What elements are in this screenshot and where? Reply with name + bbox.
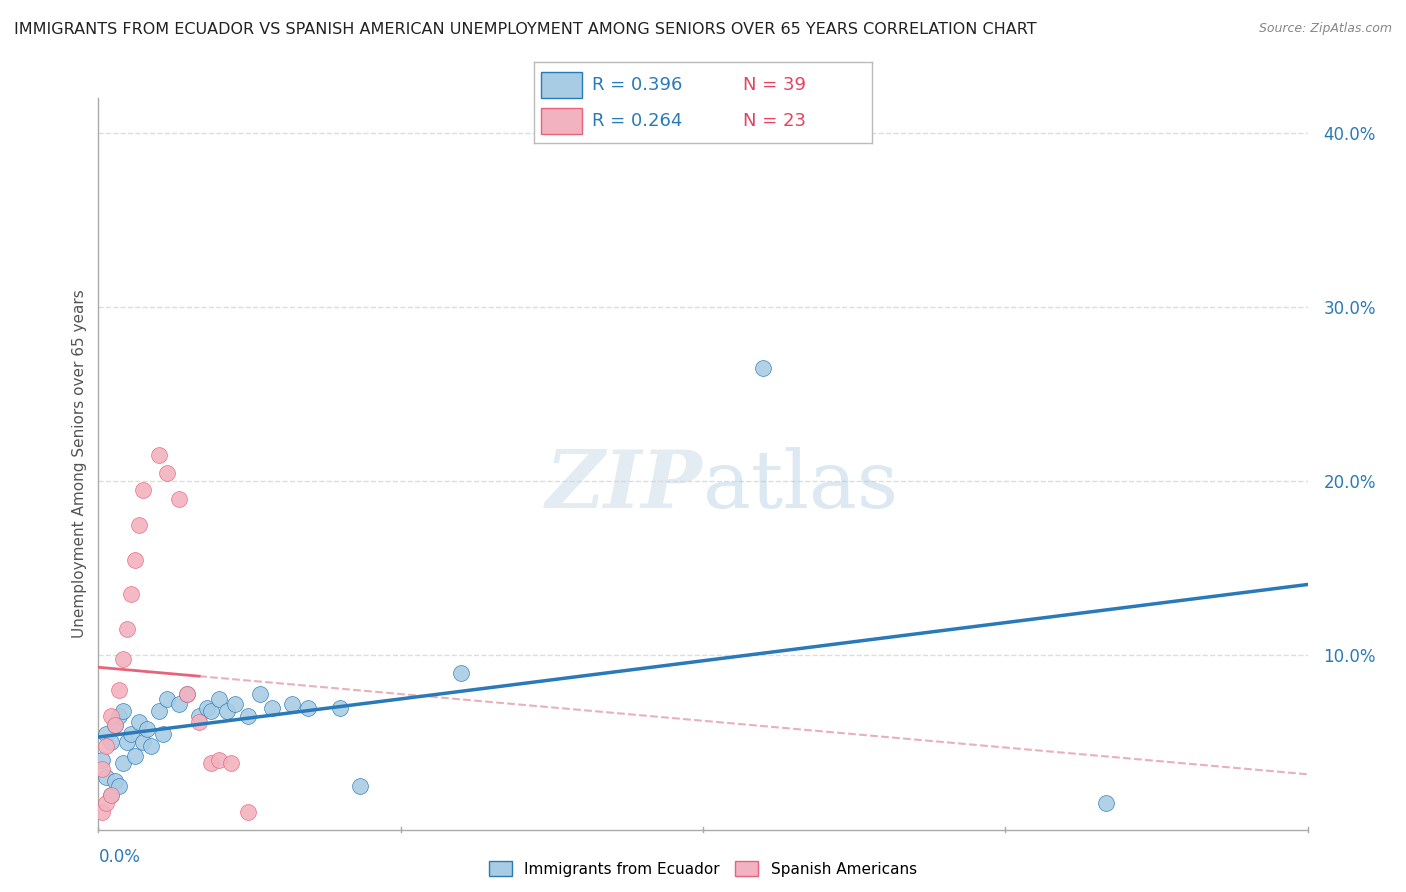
Point xyxy=(450,665,472,680)
Point xyxy=(128,714,150,729)
Point xyxy=(156,466,179,480)
Point xyxy=(139,739,162,753)
Point xyxy=(100,788,122,802)
Point xyxy=(96,727,118,741)
Point xyxy=(115,735,138,749)
Point xyxy=(148,448,170,462)
Point xyxy=(132,483,155,497)
Point xyxy=(103,773,125,788)
Point xyxy=(236,709,259,723)
Point xyxy=(188,714,211,729)
Text: ZIP: ZIP xyxy=(546,447,703,524)
Point xyxy=(217,704,239,718)
Point xyxy=(221,756,243,771)
Point xyxy=(128,517,150,532)
Point xyxy=(124,749,146,764)
Point xyxy=(96,797,118,811)
Point xyxy=(176,687,198,701)
Point xyxy=(91,753,114,767)
Text: R = 0.264: R = 0.264 xyxy=(592,112,682,130)
Text: IMMIGRANTS FROM ECUADOR VS SPANISH AMERICAN UNEMPLOYMENT AMONG SENIORS OVER 65 Y: IMMIGRANTS FROM ECUADOR VS SPANISH AMERI… xyxy=(14,22,1036,37)
Point xyxy=(111,704,134,718)
Point xyxy=(152,727,174,741)
Point xyxy=(329,700,352,714)
Point xyxy=(752,361,775,376)
Text: N = 23: N = 23 xyxy=(744,112,807,130)
Point xyxy=(176,687,198,701)
FancyBboxPatch shape xyxy=(541,108,582,134)
Point xyxy=(107,683,129,698)
Point xyxy=(167,697,190,711)
Point xyxy=(224,697,246,711)
Legend: Immigrants from Ecuador, Spanish Americans: Immigrants from Ecuador, Spanish America… xyxy=(489,861,917,877)
Point xyxy=(1095,797,1118,811)
Point xyxy=(103,718,125,732)
FancyBboxPatch shape xyxy=(541,72,582,98)
Y-axis label: Unemployment Among Seniors over 65 years: Unemployment Among Seniors over 65 years xyxy=(72,290,87,638)
Text: R = 0.396: R = 0.396 xyxy=(592,76,682,94)
Text: Source: ZipAtlas.com: Source: ZipAtlas.com xyxy=(1258,22,1392,36)
Text: 0.0%: 0.0% xyxy=(98,847,141,866)
Point xyxy=(91,805,114,819)
Point xyxy=(188,709,211,723)
Point xyxy=(120,587,142,601)
Point xyxy=(167,491,190,506)
Point xyxy=(100,709,122,723)
Point xyxy=(200,704,222,718)
Point xyxy=(249,687,271,701)
Point xyxy=(148,704,170,718)
Point xyxy=(107,779,129,793)
Point xyxy=(111,756,134,771)
Point xyxy=(115,622,138,636)
Point xyxy=(96,770,118,784)
Point xyxy=(195,700,218,714)
Point xyxy=(103,718,125,732)
Point xyxy=(208,692,231,706)
Point xyxy=(281,697,304,711)
Point xyxy=(132,735,155,749)
Point xyxy=(120,727,142,741)
Point xyxy=(107,709,129,723)
Point xyxy=(349,779,371,793)
Point xyxy=(100,735,122,749)
Text: N = 39: N = 39 xyxy=(744,76,807,94)
Point xyxy=(96,739,118,753)
Point xyxy=(135,722,157,736)
Point xyxy=(297,700,319,714)
Point xyxy=(208,753,231,767)
Point xyxy=(260,700,283,714)
Point xyxy=(100,788,122,802)
Point xyxy=(124,552,146,566)
Point xyxy=(91,762,114,776)
Point xyxy=(236,805,259,819)
Text: atlas: atlas xyxy=(703,447,898,524)
Point xyxy=(111,652,134,666)
Point xyxy=(156,692,179,706)
Point xyxy=(200,756,222,771)
